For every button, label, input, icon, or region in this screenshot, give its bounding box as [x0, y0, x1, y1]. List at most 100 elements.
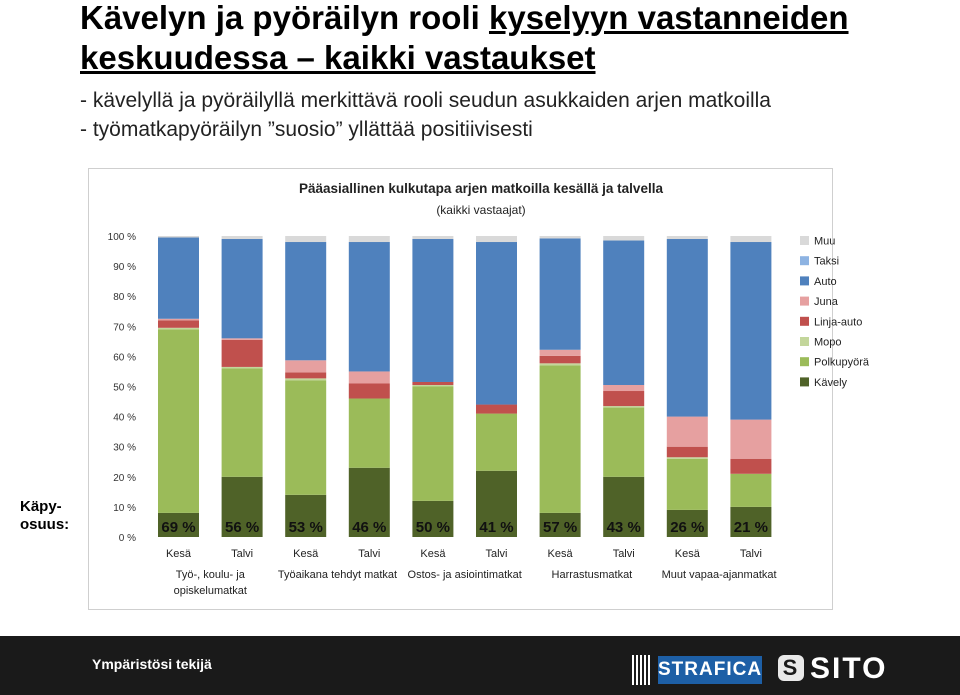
legend-swatch	[800, 316, 809, 326]
bar-segment-linja-auto	[603, 391, 645, 407]
bar-segment-polkupy-r-	[158, 329, 199, 513]
bar-segment-auto	[603, 240, 645, 385]
bar-segment-linja-auto	[348, 383, 390, 399]
kapy-share-value: 21 %	[734, 519, 768, 536]
bar-segment-auto	[666, 239, 708, 417]
bar-segment-k-vely	[412, 500, 454, 537]
x-category-label: Kesä	[675, 548, 701, 560]
bar-segment-auto	[285, 242, 327, 361]
bar-segment-linja-auto	[221, 339, 263, 367]
bar-segment-linja-auto	[539, 355, 581, 364]
bar-segment-k-vely	[348, 467, 390, 537]
legend-swatch	[800, 256, 809, 266]
bar-segment-muu	[158, 236, 199, 238]
bar-segment-polkupy-r-	[476, 413, 517, 471]
bar-segment-linja-auto	[158, 320, 199, 328]
bar-segment-muu	[539, 236, 581, 239]
bar-segment-auto	[476, 242, 517, 405]
bar-segment-k-vely	[730, 506, 772, 537]
bar-segment-muu	[412, 236, 454, 240]
x-category-label: Kesä	[420, 548, 446, 560]
legend-label: Taksi	[814, 256, 839, 268]
bar-segment-mopo	[539, 363, 581, 366]
bar-segment-linja-auto	[476, 404, 517, 414]
x-group-label: Työaikana tehdyt matkat	[278, 569, 397, 581]
y-tick-label: 40 %	[113, 413, 136, 424]
x-category-label: Talvi	[485, 548, 507, 560]
bar-segment-auto	[221, 239, 263, 339]
y-tick-label: 80 %	[113, 292, 136, 303]
bar-segment-linja-auto	[730, 458, 772, 474]
sito-logo-text: SITO	[810, 652, 888, 685]
legend-swatch	[800, 276, 809, 286]
bar-segment-k-vely	[476, 470, 517, 537]
legend-label: Kävely	[814, 377, 848, 389]
y-tick-label: 20 %	[113, 473, 136, 484]
bar-segment-muu	[603, 236, 645, 241]
kapy-share-value: 50 %	[416, 519, 450, 536]
y-tick-label: 0 %	[119, 533, 136, 544]
y-tick-label: 90 %	[113, 262, 136, 273]
legend-label: Juna	[814, 296, 839, 308]
legend-label: Polkupyörä	[814, 357, 870, 369]
bar-segment-k-vely	[158, 512, 199, 537]
bullet-1: - kävelyllä ja pyöräilyllä merkittävä ro…	[80, 89, 771, 112]
x-category-label: Kesä	[293, 548, 319, 560]
kapy-share-value: 41 %	[479, 519, 513, 536]
x-category-label: Kesä	[166, 548, 192, 560]
bar-segment-juna	[158, 318, 199, 321]
legend-label: Linja-auto	[814, 316, 862, 328]
y-tick-label: 10 %	[113, 503, 136, 514]
kapy-share-value: 69 %	[161, 519, 195, 536]
x-group-label: Muut vapaa-ajanmatkat	[662, 569, 777, 581]
bar-segment-juna	[221, 338, 263, 340]
bar-segment-k-vely	[603, 476, 645, 537]
bar-segment-polkupy-r-	[412, 386, 454, 501]
bar-segment-muu	[730, 236, 772, 243]
bar-segment-polkupy-r-	[666, 458, 708, 510]
kapy-share-value: 26 %	[670, 519, 704, 536]
bar-segment-polkupy-r-	[348, 398, 390, 468]
bar-segment-muu	[476, 236, 517, 243]
bar-segment-k-vely	[666, 509, 708, 537]
bar-segment-polkupy-r-	[539, 365, 581, 513]
bar-segment-auto	[412, 239, 454, 382]
slide-title: Kävelyn ja pyöräilyn rooli kyselyyn vast…	[80, 0, 940, 78]
bar-segment-auto	[158, 237, 199, 319]
bullet-list: - kävelyllä ja pyöräilyllä merkittävä ro…	[80, 86, 771, 144]
bar-segment-polkupy-r-	[221, 368, 263, 477]
barcode-logo-icon	[632, 655, 650, 685]
bar-segment-auto	[730, 242, 772, 420]
title-part1: Kävelyn ja pyöräilyn rooli	[80, 0, 489, 36]
kapy-share-value: 53 %	[289, 519, 323, 536]
bar-segment-auto	[539, 238, 581, 350]
stacked-bar-chart: Pääasiallinen kulkutapa arjen matkoilla …	[108, 181, 870, 597]
legend-swatch	[800, 296, 809, 306]
bar-segment-mopo	[666, 457, 708, 459]
kapy-share-value: 57 %	[543, 519, 577, 536]
legend-swatch	[800, 337, 809, 346]
bar-segment-linja-auto	[285, 372, 327, 379]
bar-segment-muu	[666, 236, 708, 240]
bar-segment-k-vely	[285, 494, 327, 537]
bar-segment-k-vely	[221, 476, 263, 537]
legend-label: Auto	[814, 276, 837, 288]
bar-segment-juna	[666, 416, 708, 447]
x-group-label: Työ-, koulu- ja	[176, 569, 246, 581]
chart-title: Pääasiallinen kulkutapa arjen matkoilla …	[299, 181, 663, 196]
y-tick-label: 60 %	[113, 352, 136, 363]
kapy-share-value: 43 %	[607, 519, 641, 536]
legend-swatch	[800, 377, 809, 387]
kapy-share-value: 46 %	[352, 519, 386, 536]
x-category-label: Talvi	[740, 548, 762, 560]
bar-segment-auto	[348, 242, 390, 372]
title-underlined: kyselyyn vastanneiden	[488, 0, 849, 36]
bar-segment-mopo	[221, 366, 263, 369]
bar-segment-juna	[348, 371, 390, 384]
bar-segment-juna	[730, 419, 772, 459]
bullet-2: - työmatkapyöräilyn ”suosio” yllättää po…	[80, 118, 533, 141]
kapy-share-label: Käpy- osuus:	[20, 498, 69, 534]
x-category-label: Talvi	[358, 548, 380, 560]
bar-segment-muu	[285, 236, 327, 243]
bar-segment-muu	[348, 236, 390, 243]
